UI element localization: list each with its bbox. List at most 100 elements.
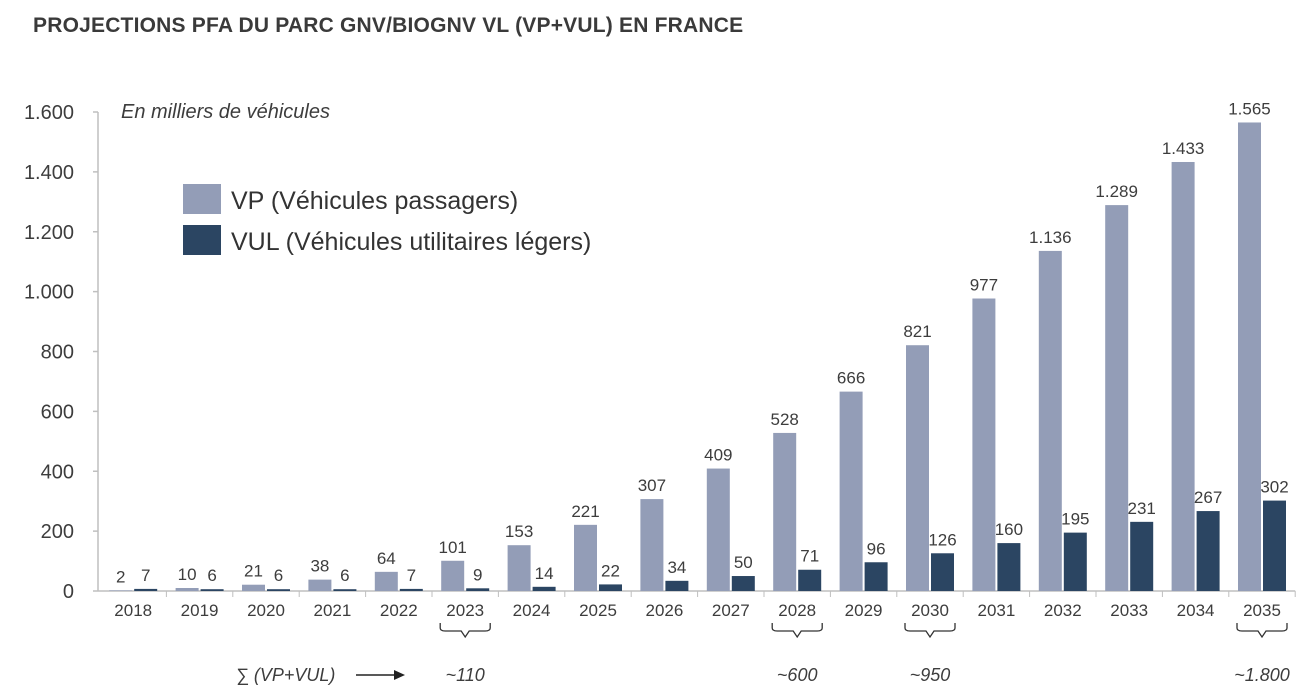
data-label-vul: 22 (601, 561, 620, 580)
data-label-vul: 50 (734, 553, 753, 572)
data-label-vul: 6 (207, 566, 216, 585)
legend-label-vul: VUL (Véhicules utilitaires légers) (231, 228, 591, 256)
legend-swatch-vul (183, 225, 221, 255)
data-label-vul: 126 (928, 530, 956, 549)
x-tick-label: 2025 (579, 601, 617, 620)
bar-vul (864, 562, 888, 591)
bar-vp (109, 590, 133, 591)
bar-vp (242, 584, 265, 591)
x-tick-label: 2031 (977, 601, 1015, 620)
x-tick-label: 2018 (114, 601, 152, 620)
bar-vul (731, 576, 755, 591)
y-tick-label: 800 (41, 342, 74, 364)
sum-value: ~1.800 (1234, 665, 1290, 685)
x-tick-label: 2024 (513, 601, 551, 620)
data-label-vul: 7 (407, 566, 416, 585)
data-label-vul: 231 (1128, 499, 1156, 518)
data-label-vp: 1.136 (1029, 228, 1072, 247)
x-tick-label: 2021 (313, 601, 351, 620)
sum-bracket (1236, 623, 1288, 639)
sum-bracket (771, 623, 823, 639)
data-label-vul: 34 (667, 558, 686, 577)
data-label-vp: 2 (116, 567, 125, 586)
y-tick-label: 400 (41, 461, 74, 483)
data-label-vul: 6 (340, 566, 349, 585)
x-tick-label: 2019 (181, 601, 219, 620)
bar-vp (308, 579, 332, 591)
bar-vp (906, 345, 929, 591)
x-tick-label: 2027 (712, 601, 750, 620)
bar-vp (972, 298, 996, 591)
bar-vul (798, 569, 822, 591)
data-label-vul: 160 (995, 520, 1023, 539)
unit-note: En milliers de véhicules (121, 101, 330, 123)
data-label-vul: 195 (1061, 510, 1089, 529)
bar-vul (1263, 500, 1286, 591)
bar-vul (1196, 511, 1220, 591)
x-tick-label: 2028 (778, 601, 816, 620)
sum-bracket (904, 623, 956, 639)
chart-title: PROJECTIONS PFA DU PARC GNV/BIOGNV VL (V… (33, 14, 744, 37)
bar-vp (175, 588, 199, 591)
bar-vp (706, 468, 730, 591)
data-label-vul: 9 (473, 565, 482, 584)
bar-vp (1038, 250, 1062, 591)
sum-bracket (439, 623, 491, 639)
bar-vp (374, 571, 398, 591)
y-tick-label: 1.200 (24, 222, 74, 244)
data-label-vp: 977 (970, 276, 998, 295)
data-label-vul: 6 (274, 566, 283, 585)
bar-vul (333, 589, 357, 591)
bar-vul (532, 586, 556, 591)
legend-label-vp: VP (Véhicules passagers) (231, 187, 518, 215)
bar-vul (997, 543, 1021, 591)
bar-vul (1063, 532, 1087, 591)
bar-vp (507, 545, 531, 591)
bar-vul (665, 580, 689, 591)
y-tick-label: 0 (63, 581, 74, 603)
x-tick-label: 2023 (446, 601, 484, 620)
bar-vul (599, 584, 622, 591)
sum-value: ~600 (777, 665, 818, 685)
data-label-vp: 528 (771, 410, 799, 429)
data-label-vul: 267 (1194, 488, 1222, 507)
x-tick-label: 2034 (1177, 601, 1215, 620)
y-tick-label: 1.400 (24, 162, 74, 184)
y-tick-label: 1.000 (24, 282, 74, 304)
sum-row-label: ∑ (VP+VUL) (236, 665, 335, 685)
data-label-vp: 64 (377, 549, 396, 568)
y-tick-label: 1.600 (24, 102, 74, 124)
data-label-vp: 821 (903, 322, 931, 341)
bar-vp (574, 524, 597, 591)
data-label-vul: 302 (1260, 478, 1288, 497)
x-tick-label: 2029 (845, 601, 883, 620)
legend-swatch-vp (183, 184, 221, 214)
data-label-vp: 307 (638, 476, 666, 495)
arrow-right-icon (394, 670, 405, 680)
bar-vp (1171, 161, 1195, 592)
data-label-vp: 38 (310, 557, 329, 576)
data-label-vp: 153 (505, 522, 533, 541)
bar-vul (466, 588, 490, 591)
bar-vul (1130, 521, 1154, 591)
data-label-vp: 101 (439, 538, 467, 557)
data-label-vp: 1.433 (1162, 139, 1205, 158)
data-label-vul: 96 (867, 539, 886, 558)
sum-value: ~950 (910, 665, 951, 685)
data-label-vp: 10 (178, 565, 197, 584)
x-tick-label: 2022 (380, 601, 418, 620)
bar-vp (1105, 205, 1129, 591)
data-label-vul: 14 (535, 564, 554, 583)
data-label-vp: 1.289 (1095, 182, 1138, 201)
bar-vp (1238, 122, 1261, 592)
data-label-vul: 71 (800, 547, 819, 566)
data-label-vp: 1.565 (1228, 99, 1271, 118)
bar-vp (441, 560, 465, 591)
bar-vp (773, 432, 797, 591)
bar-vp (640, 499, 664, 591)
data-label-vp: 409 (704, 446, 732, 465)
data-label-vp: 221 (571, 502, 599, 521)
sum-value: ~110 (446, 665, 485, 685)
y-tick-label: 200 (41, 521, 74, 543)
